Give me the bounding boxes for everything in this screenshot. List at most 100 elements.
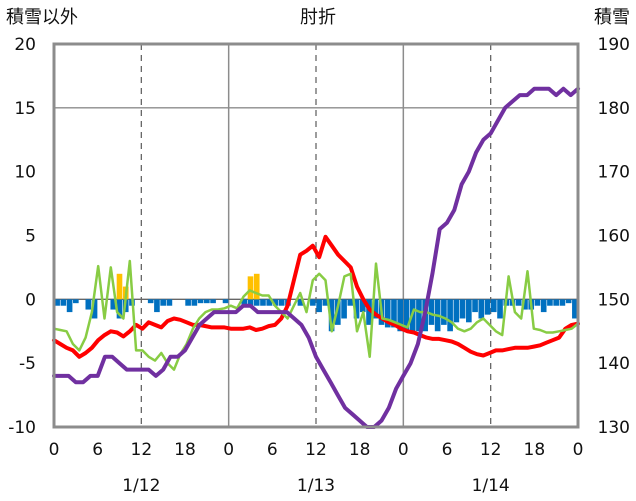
precipitation-bar <box>478 299 485 319</box>
x-tick-label: 12 <box>305 440 327 460</box>
precipitation-bar <box>353 299 360 319</box>
precipitation-bar <box>278 299 285 306</box>
day-label: 1/14 <box>472 476 510 496</box>
precipitation-bar <box>110 299 117 310</box>
precipitation-bar <box>490 299 497 313</box>
right-axis-ticks: 190 180 170 160 150 140 130 <box>598 35 630 438</box>
precipitation-bar <box>241 299 248 306</box>
left-tick-label: 15 <box>14 99 36 119</box>
precipitation-bar <box>559 299 566 306</box>
precipitation-bar <box>297 299 304 306</box>
precipitation-bar <box>310 299 316 306</box>
precipitation-bar <box>466 299 472 323</box>
precipitation-bar <box>359 299 366 313</box>
precipitation-bar <box>335 299 341 325</box>
precipitation-bar <box>60 299 67 306</box>
precipitation-bar <box>441 299 447 325</box>
humidity-related-line <box>52 259 580 371</box>
precipitation-bar <box>453 299 460 323</box>
precipitation-bar <box>154 299 160 313</box>
sunshine-bar <box>247 276 254 300</box>
precipitation-bar <box>66 299 73 313</box>
x-axis-ticks: 0 6 12 18 0 6 12 18 0 6 12 18 0 <box>49 440 584 460</box>
precipitation-bar <box>534 299 541 306</box>
right-tick-label: 130 <box>598 418 630 438</box>
right-axis-title: 積雪 <box>594 7 630 28</box>
precipitation-bar <box>497 299 503 319</box>
x-tick-label: 18 <box>349 440 371 460</box>
x-tick-label: 0 <box>573 440 584 460</box>
precipitation-bar <box>191 299 198 306</box>
precipitation-bar <box>322 299 329 306</box>
precipitation-bar <box>459 299 466 319</box>
left-tick-label: 10 <box>14 163 36 183</box>
x-tick-label: 0 <box>49 440 60 460</box>
precipitation-bar <box>253 299 260 306</box>
precipitation-bar <box>328 299 335 332</box>
precipitation-bar <box>222 299 229 304</box>
precipitation-bar <box>515 299 522 306</box>
precipitation-bar <box>204 299 210 304</box>
lines <box>52 86 580 429</box>
precipitation-bar <box>572 299 578 319</box>
precipitation-bar <box>484 299 491 315</box>
x-tick-label: 18 <box>524 440 546 460</box>
precipitation-bar <box>447 299 453 332</box>
right-tick-label: 140 <box>598 354 630 374</box>
precipitation-bar <box>197 299 204 304</box>
right-tick-label: 170 <box>598 163 630 183</box>
precipitation-bar <box>73 299 79 304</box>
precipitation-bar <box>372 299 379 319</box>
left-tick-label: 0 <box>25 290 36 310</box>
sunshine-bar <box>116 273 123 300</box>
precipitation-bar <box>260 299 266 306</box>
right-tick-label: 190 <box>598 35 630 55</box>
day-label: 1/13 <box>297 476 335 496</box>
precipitation-bar <box>565 299 572 304</box>
center-title: 肘折 <box>300 7 336 28</box>
left-tick-label: 5 <box>25 227 36 247</box>
precipitation-bar <box>166 299 173 306</box>
left-axis-ticks: 20 15 10 5 0 -5 -10 <box>8 35 36 438</box>
precipitation-bar <box>403 299 410 332</box>
sunshine-bar <box>253 273 260 300</box>
precipitation-bar <box>428 299 435 325</box>
precipitation-bar <box>160 299 166 306</box>
x-tick-label: 12 <box>131 440 153 460</box>
precipitation-bar <box>522 299 528 310</box>
precipitation-bar <box>210 299 216 304</box>
x-tick-label: 18 <box>174 440 196 460</box>
precipitation-bar <box>247 299 254 306</box>
precipitation-bar <box>366 299 372 325</box>
precipitation-bar <box>416 299 422 332</box>
left-tick-label: -10 <box>8 418 36 438</box>
precipitation-bar <box>272 299 279 306</box>
x-tick-label: 12 <box>480 440 502 460</box>
gridlines <box>54 44 578 427</box>
precipitation-bar <box>54 299 60 306</box>
precipitation-bar <box>147 299 154 304</box>
precipitation-bar <box>266 299 273 306</box>
precipitation-bar <box>540 299 547 313</box>
day-labels: 1/12 1/13 1/14 <box>122 476 510 496</box>
precipitation-bar <box>185 299 191 306</box>
temperature-line <box>52 234 580 359</box>
precipitation-bar <box>547 299 553 306</box>
precipitation-bar <box>472 299 478 313</box>
x-tick-label: 6 <box>267 440 278 460</box>
plot-frame <box>52 42 580 429</box>
precipitation-bar <box>116 299 123 319</box>
snow_depth-line <box>52 86 580 429</box>
right-tick-label: 150 <box>598 290 630 310</box>
day-label: 1/12 <box>122 476 160 496</box>
x-tick-label: 0 <box>223 440 234 460</box>
precipitation-bar <box>316 299 322 313</box>
precipitation-bar <box>85 299 92 310</box>
right-tick-label: 180 <box>598 99 630 119</box>
left-tick-label: -5 <box>19 354 36 374</box>
x-tick-label: 6 <box>442 440 453 460</box>
x-tick-label: 6 <box>92 440 103 460</box>
precipitation-bar <box>91 299 98 319</box>
precipitation-bar <box>384 299 391 328</box>
